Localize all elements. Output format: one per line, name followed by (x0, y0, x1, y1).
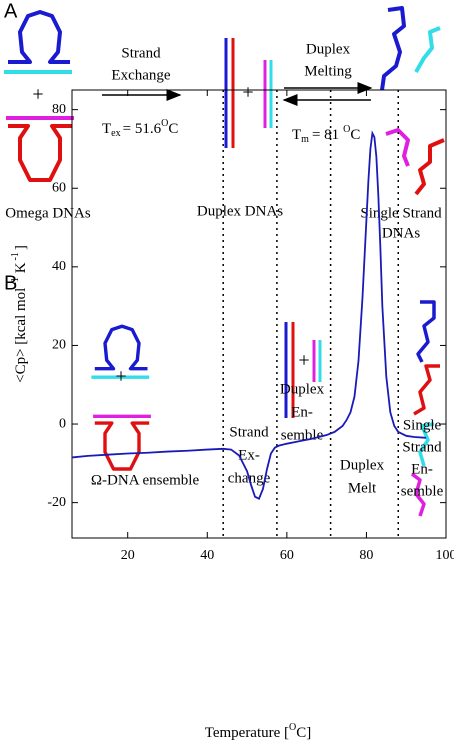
single-strands (382, 8, 444, 194)
region-label: En- (291, 404, 313, 420)
arrow-label: Exchange (111, 67, 170, 83)
plus: + (242, 82, 253, 104)
y-tick-label: 20 (52, 338, 66, 353)
x-tick-label: 60 (280, 548, 294, 563)
x-axis-label: Temperature [OC] (205, 722, 312, 741)
x-tick-label: 100 (436, 548, 454, 563)
data-line (72, 133, 426, 498)
x-tick-label: 40 (200, 548, 214, 563)
region-label: Strand (402, 439, 442, 455)
plus: + (32, 84, 43, 106)
region-label: Strand (229, 424, 269, 440)
caption: Omega DNAs (5, 205, 91, 221)
y-tick-label: 0 (59, 416, 66, 431)
caption: DNAs (382, 225, 420, 241)
region-label: En- (411, 461, 433, 477)
arrow-label: Melting (304, 63, 352, 79)
y-tick-label: 80 (52, 102, 66, 117)
plus: + (115, 366, 126, 388)
y-tick-label: 40 (52, 259, 66, 274)
region-label: Duplex (340, 457, 385, 473)
y-axis-label: <Cp> [kcal mol-1K-1] (10, 245, 29, 383)
x-tick-label: 80 (359, 548, 373, 563)
y-tick-label: -20 (47, 495, 66, 510)
x-tick-label: 20 (121, 548, 135, 563)
plus: + (298, 350, 309, 372)
region-label: Ω-DNA ensemble (91, 472, 200, 488)
y-tick-label: 60 (52, 180, 66, 195)
region-label: Single (403, 417, 442, 433)
arrow-label: Duplex (306, 41, 351, 57)
region-label: semble (401, 483, 444, 499)
region-label: Duplex (280, 381, 325, 397)
panel-label: A (4, 0, 18, 22)
inset-omega (91, 326, 151, 469)
caption: Duplex DNAs (197, 203, 283, 219)
arrow-label: Strand (121, 45, 161, 61)
region-label: Melt (348, 480, 377, 496)
caption: Single Strand (360, 205, 442, 221)
temperature-label: Tex= 51.6OC (102, 118, 178, 139)
